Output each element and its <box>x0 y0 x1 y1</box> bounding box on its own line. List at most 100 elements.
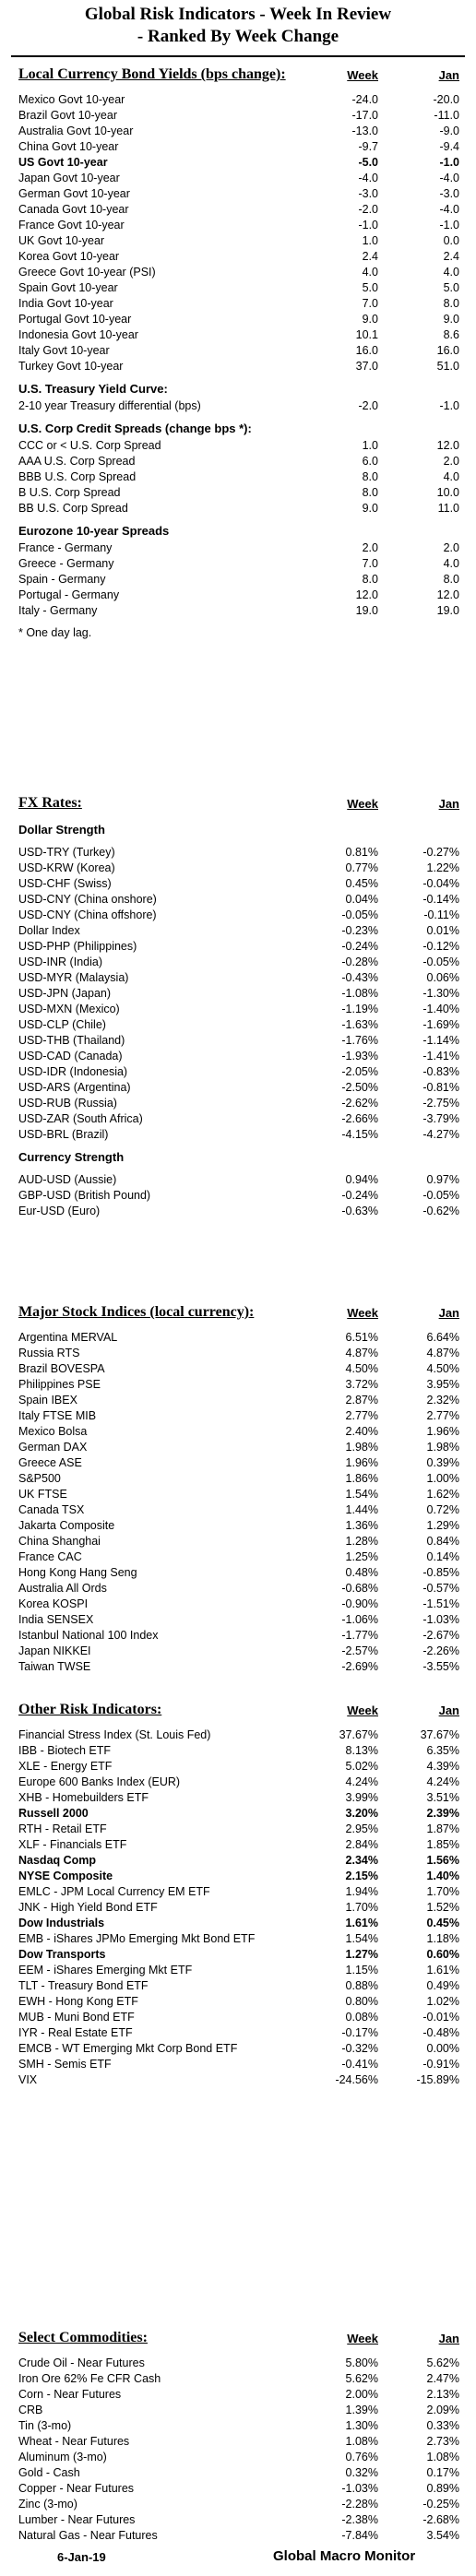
jan-value: 1.87% <box>426 1822 459 1835</box>
jan-value: -1.51% <box>422 1597 459 1610</box>
row-label: Wheat - Near Futures <box>18 2435 130 2448</box>
jan-value: -0.14% <box>422 893 459 906</box>
jan-value: -11.0 <box>434 109 459 122</box>
jan-value: -1.14% <box>422 1034 459 1047</box>
week-value: 1.08% <box>345 2435 378 2448</box>
week-value: 9.0 <box>362 502 378 515</box>
week-value: -0.23% <box>341 924 378 937</box>
table-row: BB U.S. Corp Spread 9.0 11.0 <box>18 501 459 516</box>
row-label: Turkey Govt 10-year <box>18 360 124 373</box>
stocks-table: Argentina MERVAL 6.51% 6.64% Russia RTS 4.87… <box>18 1330 459 1675</box>
week-value: 4.50% <box>345 1362 378 1375</box>
fx-section: FX Rates: Week Jan Dollar Strength USD-T… <box>18 795 459 1219</box>
jan-column-header: Jan <box>438 2332 459 2345</box>
row-label: SMH - Semis ETF <box>18 2058 112 2071</box>
week-value: 1.96% <box>345 1456 378 1469</box>
table-row: Australia Govt 10-year -13.0 -9.0 <box>18 124 459 139</box>
week-value: 0.76% <box>345 2451 378 2463</box>
table-row: Lumber - Near Futures -2.38% -2.68% <box>18 2512 459 2528</box>
row-label: EEM - iShares Emerging Mkt ETF <box>18 1964 193 1977</box>
row-label: Brazil Govt 10-year <box>18 109 117 122</box>
week-value: 1.27% <box>345 1948 378 1961</box>
table-row: Russell 2000 3.20% 2.39% <box>18 1806 459 1822</box>
table-row: Gold - Cash 0.32% 0.17% <box>18 2465 459 2481</box>
jan-value: 2.39% <box>426 1807 459 1820</box>
table-row: Portugal - Germany 12.0 12.0 <box>18 588 459 603</box>
jan-value: -2.75% <box>422 1097 459 1110</box>
week-value: -0.41% <box>341 2058 378 2071</box>
table-row: USD-CAD (Canada) -1.93% -1.41% <box>18 1049 459 1064</box>
table-row: 2-10 year Treasury differential (bps) -2.… <box>18 398 459 414</box>
row-label: Spain - Germany <box>18 573 106 586</box>
table-row: Copper - Near Futures -1.03% 0.89% <box>18 2481 459 2497</box>
week-value: -2.38% <box>341 2513 378 2526</box>
currency-strength-header: Currency Strength <box>18 1150 125 1164</box>
jan-value: 16.0 <box>436 344 459 357</box>
row-label: EMB - iShares JPMo Emerging Mkt Bond ETF <box>18 1932 256 1945</box>
table-row: AUD-USD (Aussie) 0.94% 0.97% <box>18 1172 459 1188</box>
jan-value: -3.0 <box>439 187 459 200</box>
row-label: S&P500 <box>18 1472 61 1485</box>
jan-value: -1.03% <box>422 1613 459 1626</box>
table-row: EWH - Hong Kong ETF 0.80% 1.02% <box>18 1994 459 2010</box>
row-label: Iron Ore 62% Fe CFR Cash <box>18 2372 161 2385</box>
table-row: China Shanghai 1.28% 0.84% <box>18 1534 459 1549</box>
table-row: Turkey Govt 10-year 37.0 51.0 <box>18 359 459 374</box>
jan-value: 19.0 <box>436 604 459 617</box>
row-label: France CAC <box>18 1550 82 1563</box>
row-label: Greece - Germany <box>18 557 114 570</box>
jan-value: 1.62% <box>426 1488 459 1501</box>
jan-value: -0.05% <box>422 1189 459 1202</box>
table-row: IBB - Biotech ETF 8.13% 6.35% <box>18 1743 459 1759</box>
bonds-header: Local Currency Bond Yields (bps change): <box>18 66 286 82</box>
table-row: Mexico Govt 10-year -24.0 -20.0 <box>18 92 459 108</box>
row-label: USD-INR (India) <box>18 956 102 968</box>
jan-value: -0.62% <box>422 1205 459 1217</box>
jan-value: 51.0 <box>436 360 459 373</box>
lag-footnote: * One day lag. <box>18 626 92 639</box>
jan-value: -15.89% <box>416 2073 459 2086</box>
jan-column-header: Jan <box>438 1703 459 1717</box>
jan-value: 12.0 <box>436 588 459 601</box>
table-row: EEM - iShares Emerging Mkt ETF 1.15% 1.61% <box>18 1963 459 1978</box>
table-row: TLT - Treasury Bond ETF 0.88% 0.49% <box>18 1978 459 1994</box>
row-label: USD-KRW (Korea) <box>18 861 115 874</box>
jan-value: 0.06% <box>426 971 459 984</box>
jan-value: 10.0 <box>436 486 459 499</box>
jan-value: -0.25% <box>422 2498 459 2511</box>
week-value: -1.06% <box>341 1613 378 1626</box>
table-row: Italy FTSE MIB 2.77% 2.77% <box>18 1408 459 1424</box>
jan-value: 2.4 <box>443 250 459 263</box>
row-label: Eur-USD (Euro) <box>18 1205 101 1217</box>
table-row: Mexico Bolsa 2.40% 1.96% <box>18 1424 459 1440</box>
week-value: 2.4 <box>362 250 378 263</box>
week-value: 0.08% <box>345 2011 378 2024</box>
jan-value: 1.00% <box>426 1472 459 1485</box>
table-row: Argentina MERVAL 6.51% 6.64% <box>18 1330 459 1346</box>
week-value: -1.63% <box>341 1018 378 1031</box>
row-label: BBB U.S. Corp Spread <box>18 470 137 483</box>
row-label: German Govt 10-year <box>18 187 130 200</box>
jan-value: 1.22% <box>426 861 459 874</box>
curve-header: U.S. Treasury Yield Curve: <box>18 382 168 396</box>
week-value: 2.15% <box>345 1870 378 1882</box>
week-value: 37.0 <box>355 360 378 373</box>
week-value: -1.03% <box>341 2482 378 2495</box>
table-row: RTH - Retail ETF 2.95% 1.87% <box>18 1822 459 1837</box>
row-label: India Govt 10-year <box>18 297 113 310</box>
jan-value: -0.91% <box>422 2058 459 2071</box>
table-row: USD-TRY (Turkey) 0.81% -0.27% <box>18 845 459 861</box>
table-row: German Govt 10-year -3.0 -3.0 <box>18 186 459 202</box>
commodities-table: Crude Oil - Near Futures 5.80% 5.62% Iron O… <box>18 2356 459 2544</box>
jan-value: 2.32% <box>426 1394 459 1407</box>
row-label: AUD-USD (Aussie) <box>18 1173 117 1186</box>
jan-value: 0.33% <box>426 2419 459 2432</box>
week-value: 0.94% <box>345 1173 378 1186</box>
week-value: -24.0 <box>351 93 379 106</box>
jan-value: 2.13% <box>426 2388 459 2401</box>
table-row: B U.S. Corp Spread 8.0 10.0 <box>18 485 459 501</box>
table-row: Italy Govt 10-year 16.0 16.0 <box>18 343 459 359</box>
row-label: USD-CNY (China offshore) <box>18 908 157 921</box>
table-row: USD-BRL (Brazil) -4.15% -4.27% <box>18 1127 459 1143</box>
jan-value: 1.40% <box>426 1870 459 1882</box>
